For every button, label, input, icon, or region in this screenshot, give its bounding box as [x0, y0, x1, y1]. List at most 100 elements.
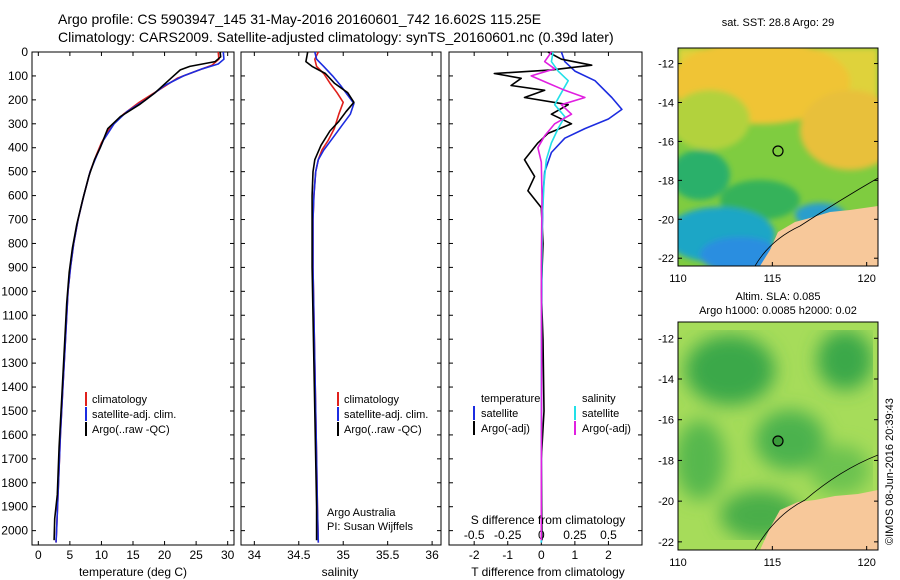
sst-map-title: sat. SST: 28.8 Argo: 29 [722, 17, 835, 29]
difference-panel: -2 -1 0 1 2 -0.5 -0.25 0 0.25 0.5 S difference f… [448, 51, 643, 579]
depth-tick-label: 1100 [2, 308, 28, 322]
legend-climatology-label: climatology [344, 394, 400, 406]
depth-tick-label: 1600 [1, 428, 28, 442]
x-tick-label: 36 [425, 548, 439, 562]
legend-satellite-label: satellite-adj. clim. [344, 409, 428, 421]
land-australia [760, 206, 878, 266]
temperature-xlabel: temperature (deg C) [79, 565, 187, 579]
x-tick-label: 35.5 [376, 548, 400, 562]
lon-tick-label: 115 [764, 557, 782, 569]
x-tick-label: 20 [158, 548, 172, 562]
salinity-series [305, 51, 355, 543]
depth-tick-label: 1900 [1, 500, 28, 514]
lon-tick-label: 110 [669, 557, 687, 569]
difference-plot-frame [448, 51, 643, 546]
depth-tick-label: 700 [8, 213, 28, 227]
salinity-plot-frame [240, 51, 442, 546]
depth-tick-label: 1400 [1, 380, 28, 394]
sla-map: Altim. SLA: 0.085 Argo h1000: 0.0085 h20… [658, 291, 879, 569]
sst-map-frame [677, 47, 879, 267]
legend-s-argo-label: Argo(-adj) [582, 423, 631, 435]
legend-climatology-label: climatology [92, 394, 148, 406]
sla-map-frame [677, 321, 879, 551]
lat-tick-label: -18 [658, 175, 674, 187]
legend-t-satellite-label: satellite [481, 408, 518, 420]
legend-salinity-heading: salinity [582, 393, 616, 405]
temperature-argo-adj-line [493, 51, 593, 541]
climatology-line [55, 51, 220, 543]
lon-tick-label: 115 [764, 273, 782, 285]
x-tick-label: 34 [248, 548, 262, 562]
difference-series [493, 51, 623, 543]
depth-tick-label: 400 [8, 141, 28, 155]
sla-map-axes: -12 -14 -16 -18 -20 -22 110 115 120 [658, 333, 878, 569]
credit-stamp: ©IMOS 08-Jun-2016 20:39:43 [884, 398, 896, 545]
x-tick-label: 2 [605, 548, 612, 562]
salinity-xlabel: salinity [322, 565, 359, 579]
x-tick-label: -2 [469, 548, 480, 562]
lat-tick-label: -14 [658, 98, 674, 110]
depth-tick-label: 500 [8, 165, 28, 179]
x-tick-label: 10 [95, 548, 109, 562]
x-tick-label: 0 [35, 548, 42, 562]
sst-field [678, 48, 878, 266]
depth-tick-label: 1500 [1, 404, 28, 418]
legend-satellite-label: satellite-adj. clim. [92, 409, 176, 421]
depth-tick-label: 800 [8, 236, 28, 250]
x-tick-label: 30 [221, 548, 235, 562]
depth-tick-label: 1800 [1, 476, 28, 490]
s-tick-label: 0.5 [600, 528, 617, 542]
lat-tick-label: -22 [658, 253, 674, 265]
temperature-series [53, 51, 225, 543]
lat-tick-label: -16 [658, 136, 674, 148]
x-tick-label: 34.5 [287, 548, 311, 562]
temperature-panel: 0100200300400500600700800900100011001200… [1, 45, 642, 579]
salinity-argo-adj-line [530, 51, 586, 541]
depth-tick-label: 1700 [1, 452, 28, 466]
lat-tick-label: -18 [658, 455, 674, 467]
temperature-plot-frame [31, 51, 235, 546]
temperature-legend: climatology satellite-adj. clim. Argo(..… [85, 392, 176, 436]
argo-location-marker [772, 145, 784, 157]
depth-tick-label: 100 [8, 69, 28, 83]
t-difference-xlabel: T difference from climatology [471, 565, 625, 579]
depth-tick-label: 2000 [1, 524, 28, 538]
salinity-satellite-line [540, 51, 570, 543]
legend-s-satellite-label: satellite [582, 408, 619, 420]
salinity-legend: climatology satellite-adj. clim. Argo(..… [337, 392, 428, 436]
depth-tick-label: 1000 [1, 284, 28, 298]
depth-tick-label: 200 [8, 93, 28, 107]
lat-tick-label: -14 [658, 374, 674, 386]
depth-tick-label: 0 [21, 45, 28, 59]
x-tick-label: 25 [189, 548, 203, 562]
argo-raw-qc-line [305, 51, 355, 541]
sst-map: sat. SST: 28.8 Argo: 29 -12 -14 -16 -18 -20 -… [658, 17, 879, 285]
x-tick-label: 1 [572, 548, 579, 562]
legend-argo-label: Argo(..raw -QC) [92, 424, 170, 436]
s-tick-label: -0.25 [494, 528, 522, 542]
satellite-adj-clim-line [312, 51, 355, 543]
s-tick-label: 0.25 [563, 528, 587, 542]
lat-tick-label: -12 [658, 333, 674, 345]
satellite-adj-clim-line [55, 51, 225, 543]
legend-t-argo-label: Argo(-adj) [481, 423, 530, 435]
lon-tick-label: 120 [857, 557, 875, 569]
argo-location-marker [772, 435, 784, 447]
depth-axis: 0 100 200 300 400 500 600 700 800 900 1000 1100 1200… [1, 45, 642, 538]
lat-tick-label: -12 [658, 59, 674, 71]
x-tick-label: 15 [126, 548, 140, 562]
temperature-x-axis: 0 5 10 15 20 25 30 [35, 52, 235, 562]
x-tick-label: -1 [502, 548, 513, 562]
x-tick-label: 35 [337, 548, 351, 562]
argo-raw-qc-line [53, 51, 222, 541]
lat-tick-label: -20 [658, 214, 674, 226]
lon-tick-label: 120 [857, 273, 875, 285]
s-difference-xlabel: S difference from climatology [471, 513, 626, 527]
depth-tick-label: 600 [8, 189, 28, 203]
lat-tick-label: -20 [658, 496, 674, 508]
salinity-x-axis: 34 34.5 35 35.5 36 [248, 52, 439, 562]
annotation-argo-australia: Argo Australia [327, 507, 396, 519]
difference-legend: temperature satellite Argo(-adj) salinit… [473, 393, 631, 435]
lon-tick-label: 110 [669, 273, 687, 285]
